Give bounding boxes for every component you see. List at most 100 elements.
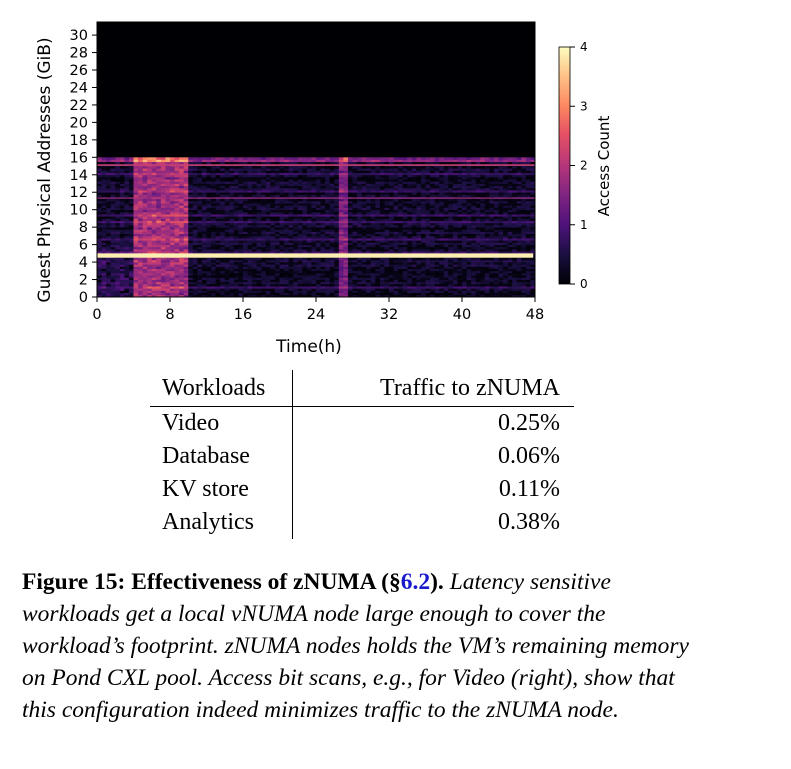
heatmap-cell [325,200,331,204]
heatmap-cell [229,185,235,189]
heatmap-cell [192,240,198,243]
heatmap-cell [316,242,321,245]
heatmap-cell [97,268,102,272]
heatmap-cell [475,290,481,293]
heatmap-cell [252,200,258,204]
heatmap-cell [270,242,276,245]
heatmap-cell [525,190,531,193]
heatmap-cell [357,214,362,217]
heatmap-cell [516,198,522,202]
heatmap-cell [165,185,171,189]
heatmap-cell [325,266,331,269]
heatmap-cell [484,220,490,224]
heatmap-cell [220,203,226,206]
heatmap-cell [243,183,248,187]
heatmap-cell [97,275,102,278]
heatmap-cell [430,194,435,197]
heatmap-cell [420,262,426,265]
heatmap-cell [215,251,221,254]
heatmap-cell [334,187,340,191]
heatmap-cell [338,264,344,267]
heatmap-cell [430,264,435,267]
heatmap-cell [425,235,431,239]
heatmap-cell [370,259,376,263]
heatmap-cell [443,259,449,263]
heatmap-cell [480,283,486,287]
heatmap-cell [443,266,449,269]
heatmap-cell [274,200,280,204]
heatmap-cell [197,266,203,269]
heatmap-cell [238,288,244,291]
heatmap-cell [516,240,522,243]
heatmap-cell [320,283,326,287]
heatmap-cell [279,272,285,276]
heatmap-cell [493,229,499,232]
heatmap-cell [493,281,499,285]
heatmap-cell [302,203,308,206]
heatmap-cell [279,244,285,248]
heatmap-cell [288,292,294,296]
heatmap-cell [128,242,134,245]
heatmap-cell [343,192,349,195]
heatmap-cell [329,248,335,252]
heatmap-cell [188,200,194,204]
heatmap-cell [147,235,153,239]
heatmap-cell [183,275,189,278]
heatmap-cell [128,288,134,291]
heatmap-cell [457,262,463,265]
heatmap-cell [128,187,134,191]
heatmap-cell [316,209,321,213]
heatmap-cell [462,235,467,239]
heatmap-cell [357,231,362,235]
heatmap-cell [439,259,445,263]
heatmap-cell [338,218,344,221]
heatmap-cell [361,281,367,285]
heatmap-cell [110,251,116,254]
heatmap-cell [256,200,262,204]
heatmap-cell [311,233,317,237]
heatmap-cell [338,244,344,248]
heatmap-cell [452,227,458,230]
heatmap-cell [525,218,531,221]
heatmap-cell [165,264,171,267]
heatmap-cell [302,185,308,189]
heatmap-cell [229,257,235,261]
heatmap-cell [498,286,504,289]
heatmap-cell [357,279,362,283]
heatmap-cell [156,270,162,274]
heatmap-cell [420,288,426,291]
heatmap-cell [507,235,513,239]
heatmap-cell [183,194,189,197]
heatmap-cell [201,211,207,215]
heatmap-cell [261,183,267,187]
heatmap-cell [106,235,112,239]
heatmap-cell [224,266,230,269]
heatmap-cell [411,222,417,226]
heatmap-cell [443,214,449,217]
heatmap-cell [206,279,212,283]
heatmap-cell [525,259,531,263]
heatmap-cell [521,231,527,235]
heatmap-cell [398,220,404,224]
heatmap-cell [279,259,285,263]
heatmap-cell [384,207,390,211]
heatmap-cell [475,270,481,274]
heatmap-cell [443,218,449,221]
heatmap-cell [521,187,527,191]
heatmap-cell [316,292,321,296]
heatmap-cell [284,266,289,269]
heatmap-cell [211,183,216,187]
heatmap-cell [124,248,130,252]
heatmap-cell [128,272,134,276]
heatmap-cell [106,231,112,235]
heatmap-cell [466,270,472,274]
heatmap-cell [407,235,413,239]
heatmap-cell [512,233,518,237]
heatmap-cell [493,205,499,208]
heatmap-cell [357,240,362,243]
heatmap-cell [156,229,162,232]
heatmap-cell [489,207,495,211]
heatmap-cell [434,203,440,206]
heatmap-cell [229,187,235,191]
heatmap-cell [329,288,335,291]
